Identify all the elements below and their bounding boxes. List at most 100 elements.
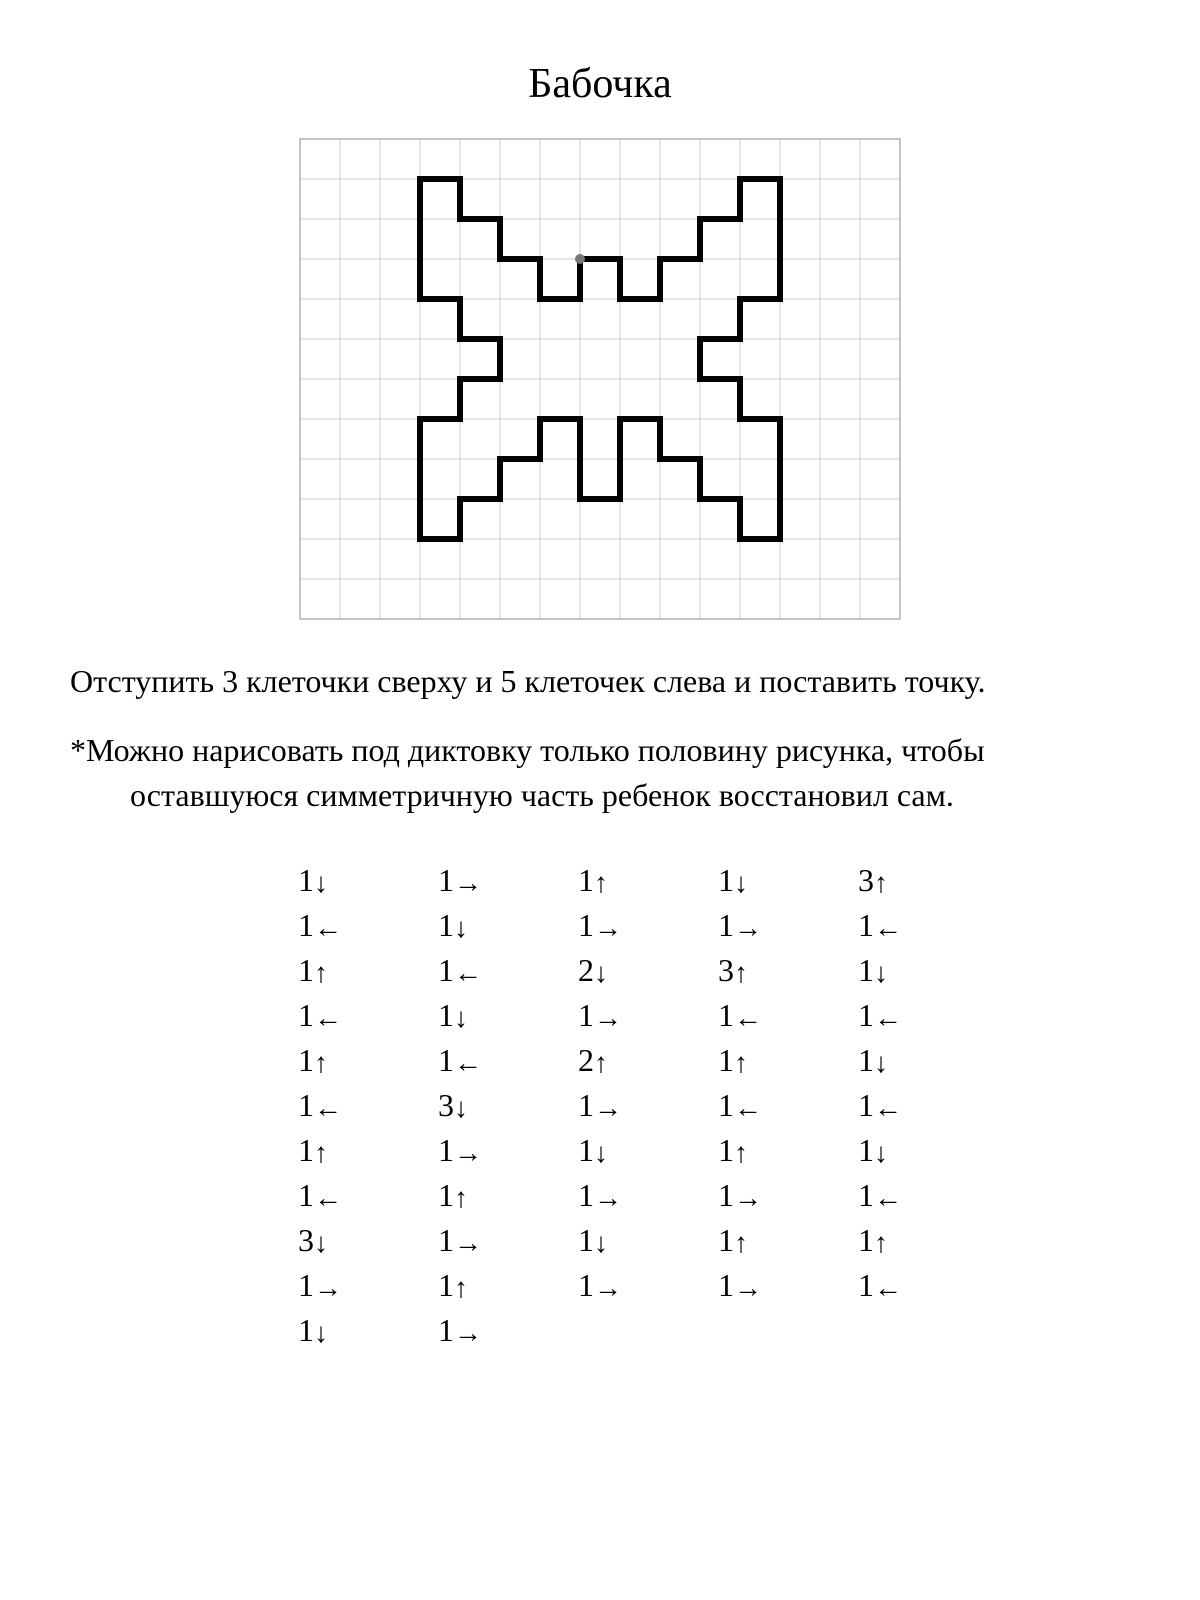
arrow-icon: ↑ — [594, 1047, 608, 1078]
steps-row: 1→1↑1→1→1← — [250, 1263, 950, 1308]
arrow-icon: ↓ — [594, 1137, 608, 1168]
arrow-icon: → — [454, 867, 482, 898]
step-cell: 1↓ — [530, 1218, 670, 1263]
arrow-icon: ↑ — [734, 1047, 748, 1078]
step-cell: 1→ — [530, 1173, 670, 1218]
step-cell: 1→ — [670, 1263, 810, 1308]
step-cell: 1← — [810, 1173, 950, 1218]
arrow-icon: ↓ — [454, 1002, 468, 1033]
note-line-2: оставшуюся симметричную часть ребенок во… — [70, 773, 1130, 818]
arrow-icon: ← — [314, 1182, 342, 1213]
steps-row: 3↓1→1↓1↑1↑ — [250, 1218, 950, 1263]
step-cell: 1↑ — [670, 1128, 810, 1173]
arrow-icon: ↑ — [314, 1047, 328, 1078]
arrow-icon: ↑ — [454, 1182, 468, 1213]
grid-figure — [0, 138, 1200, 620]
arrow-icon: ↑ — [734, 1137, 748, 1168]
arrow-icon: ← — [454, 1047, 482, 1078]
step-cell: 1← — [810, 1083, 950, 1128]
steps-row: 1←1↓1→1←1← — [250, 993, 950, 1038]
arrow-icon: ← — [314, 912, 342, 943]
step-cell: 1← — [250, 903, 390, 948]
step-cell: 1↓ — [670, 858, 810, 903]
step-cell: 1↓ — [810, 948, 950, 993]
step-cell: 1← — [810, 1263, 950, 1308]
arrow-icon: ↓ — [314, 867, 328, 898]
step-cell: 1↓ — [250, 1308, 390, 1353]
step-cell: 1← — [250, 1173, 390, 1218]
arrow-icon: → — [594, 1272, 622, 1303]
arrow-icon: ↓ — [874, 1137, 888, 1168]
arrow-icon: → — [594, 912, 622, 943]
arrow-icon: → — [734, 1272, 762, 1303]
arrow-icon: → — [734, 1182, 762, 1213]
step-cell: 1→ — [250, 1263, 390, 1308]
step-cell: 1→ — [530, 1083, 670, 1128]
arrow-icon: ↑ — [314, 957, 328, 988]
arrow-icon: ← — [734, 1002, 762, 1033]
step-cell: 1→ — [390, 1308, 530, 1353]
steps-table: 1↓1→1↑1↓3↑1←1↓1→1→1←1↑1←2↓3↑1↓1←1↓1→1←1←… — [250, 858, 950, 1353]
arrow-icon: ↓ — [734, 867, 748, 898]
arrow-icon: ↑ — [734, 957, 748, 988]
steps-row: 1←3↓1→1←1← — [250, 1083, 950, 1128]
step-cell: 1→ — [390, 1218, 530, 1263]
step-cell: 1→ — [530, 1263, 670, 1308]
arrow-icon: ↑ — [874, 867, 888, 898]
step-cell: 1↑ — [390, 1173, 530, 1218]
step-cell: 1→ — [530, 993, 670, 1038]
steps-row: 1↑1←2↓3↑1↓ — [250, 948, 950, 993]
step-cell: 2↓ — [530, 948, 670, 993]
arrow-icon: ← — [734, 1092, 762, 1123]
arrow-icon: ↑ — [454, 1272, 468, 1303]
step-cell: 1↓ — [390, 903, 530, 948]
steps-row: 1←1↓1→1→1← — [250, 903, 950, 948]
step-cell: 1↓ — [810, 1038, 950, 1083]
step-cell: 3↓ — [250, 1218, 390, 1263]
arrow-icon: ← — [874, 1002, 902, 1033]
step-cell: 1← — [670, 1083, 810, 1128]
step-cell: 1↑ — [250, 1038, 390, 1083]
steps-row: 1↓1→1↑1↓3↑ — [250, 858, 950, 903]
step-cell: 1→ — [390, 1128, 530, 1173]
arrow-icon: ↑ — [314, 1137, 328, 1168]
arrow-icon: ↑ — [874, 1227, 888, 1258]
arrow-icon: ← — [874, 1272, 902, 1303]
step-cell: 1↑ — [390, 1263, 530, 1308]
arrow-icon: → — [454, 1227, 482, 1258]
arrow-icon: → — [594, 1002, 622, 1033]
step-cell: 1↑ — [250, 948, 390, 993]
arrow-icon: → — [734, 912, 762, 943]
step-cell — [530, 1308, 670, 1353]
arrow-icon: → — [594, 1092, 622, 1123]
arrow-icon: ↓ — [314, 1317, 328, 1348]
arrow-icon: → — [594, 1182, 622, 1213]
step-cell: 3↓ — [390, 1083, 530, 1128]
step-cell: 2↑ — [530, 1038, 670, 1083]
step-cell — [810, 1308, 950, 1353]
step-cell: 1↑ — [530, 858, 670, 903]
step-cell — [670, 1308, 810, 1353]
arrow-icon: ↑ — [734, 1227, 748, 1258]
note-text: *Можно нарисовать под диктовку только по… — [70, 728, 1130, 818]
step-cell: 1↓ — [390, 993, 530, 1038]
arrow-icon: ↑ — [594, 867, 608, 898]
arrow-icon: ← — [314, 1092, 342, 1123]
step-cell: 1→ — [670, 1173, 810, 1218]
arrow-icon: ← — [454, 957, 482, 988]
arrow-icon: ↓ — [594, 1227, 608, 1258]
step-cell: 1↓ — [530, 1128, 670, 1173]
step-cell: 1→ — [390, 858, 530, 903]
page-title: Бабочка — [0, 60, 1200, 108]
arrow-icon: ↓ — [874, 957, 888, 988]
step-cell: 3↑ — [670, 948, 810, 993]
step-cell: 1↑ — [250, 1128, 390, 1173]
step-cell: 1↑ — [670, 1218, 810, 1263]
arrow-icon: → — [454, 1317, 482, 1348]
step-cell: 1↓ — [810, 1128, 950, 1173]
step-cell: 3↑ — [810, 858, 950, 903]
arrow-icon: → — [454, 1137, 482, 1168]
step-cell: 1← — [250, 993, 390, 1038]
steps-row: 1↑1←2↑1↑1↓ — [250, 1038, 950, 1083]
arrow-icon: → — [314, 1272, 342, 1303]
